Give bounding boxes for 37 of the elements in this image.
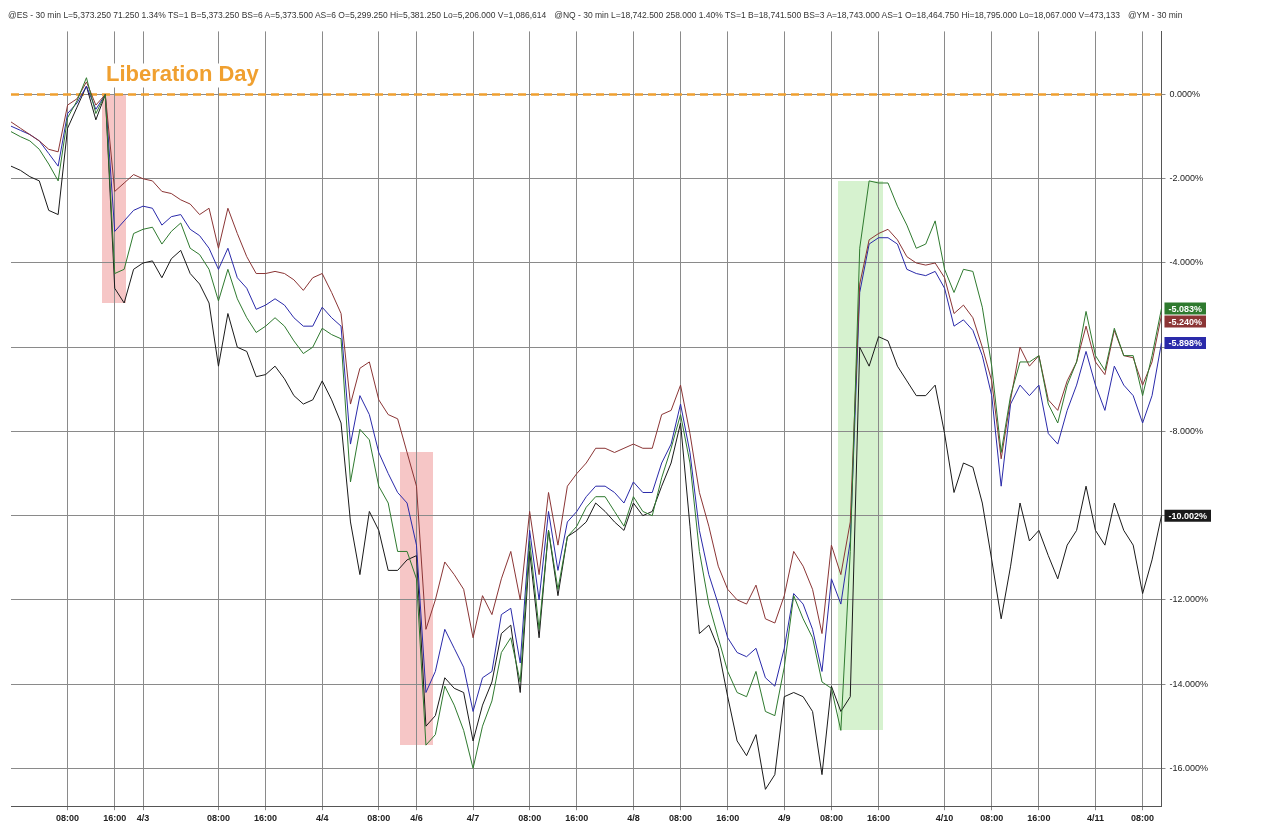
data-label: -10.002% — [1168, 510, 1207, 521]
x-tick-label: 08:00 — [1131, 813, 1155, 824]
y-tick-label: -2.000% — [1169, 173, 1203, 184]
text: @ES - 30 min L=5,373.250 71.250 1.34% TS=1 B=5,373.250 BS=6 A=5,373.500 AS=6 O=5,299.250 Hi=5,381.250 Lo=5,206.000 V=1,086,614 — [8, 9, 547, 22]
y-tick-label: -12.000% — [1169, 594, 1208, 605]
x-tick-label: 4/7 — [466, 813, 480, 824]
y-tick-label: -14.000% — [1169, 678, 1208, 689]
x-tick-label: 16:00 — [716, 813, 740, 824]
x-tick-label: 16:00 — [254, 813, 278, 824]
x-tick-label: 4/8 — [627, 813, 640, 824]
text: @NQ - 30 min L=18,742.500 258.000 1.40% TS=1 B=18,741.500 BS=3 A=18,743.000 AS=1 O=18,464.750 Hi=18,795.000 Lo=18,067.000 V=473,133 — [554, 9, 1120, 22]
x-tick-label: 4/10 — [935, 813, 954, 824]
x-tick-label: 4/4 — [315, 813, 329, 824]
data-label: -5.240% — [1168, 316, 1202, 327]
x-tick-label: 08:00 — [980, 813, 1004, 824]
x-tick-label: 08:00 — [819, 813, 843, 824]
y-tick-label: -16.000% — [1169, 762, 1208, 773]
y-tick-label: -4.000% — [1169, 257, 1203, 268]
y-tick-label: -8.000% — [1169, 425, 1203, 436]
x-tick-label: 16:00 — [103, 813, 127, 824]
x-tick-label: 4/9 — [778, 813, 791, 824]
x-tick-label: 4/6 — [410, 813, 423, 824]
text: @YM - 30 min — [1127, 9, 1183, 22]
data-label: -5.898% — [1168, 337, 1202, 348]
x-tick-label: 08:00 — [367, 813, 391, 824]
x-tick-label: 08:00 — [206, 813, 230, 824]
x-tick-label: 16:00 — [867, 813, 891, 824]
x-tick-label: 4/3 — [136, 813, 150, 824]
x-tick-label: 4/11 — [1086, 813, 1104, 824]
data-label: -5.083% — [1168, 303, 1202, 314]
ref-line-label: Liberation Day — [106, 60, 260, 86]
x-tick-label: 16:00 — [565, 813, 589, 824]
x-tick-label: 16:00 — [1027, 813, 1051, 824]
x-tick-label: 08:00 — [56, 813, 80, 824]
x-tick-label: 08:00 — [669, 813, 693, 824]
y-tick-label: 0.000% — [1169, 89, 1200, 100]
x-tick-label: 08:00 — [518, 813, 542, 824]
